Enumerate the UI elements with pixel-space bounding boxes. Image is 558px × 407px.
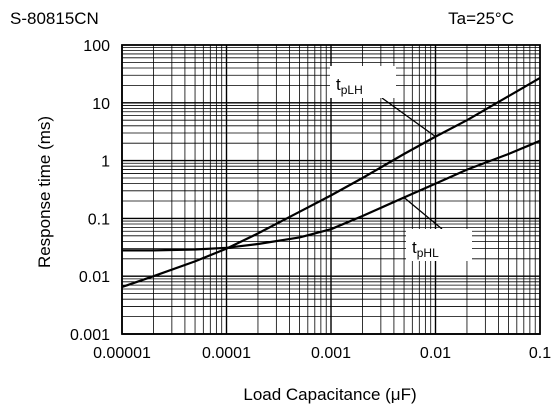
y-tick-label: 0.001	[70, 327, 110, 344]
data-series	[121, 76, 541, 289]
y-axis-tick-labels: 0.001 0.01 0.1 1 10 100	[70, 38, 110, 344]
series-label-tpLH: tpLH	[336, 75, 363, 97]
x-tick-label: 0.00001	[93, 345, 151, 362]
x-tick-label: 0.0001	[202, 345, 251, 362]
series-label-background-tpHL	[406, 229, 472, 261]
series-label-background-tpLH	[330, 66, 396, 98]
x-tick-label: 0.01	[420, 345, 451, 362]
y-tick-label: 0.01	[79, 269, 110, 286]
temperature-condition: Ta=25°C	[448, 9, 514, 28]
x-tick-label: 0.1	[529, 345, 551, 362]
leader-line-tpHL	[403, 196, 443, 230]
series-label-main: t	[336, 75, 341, 94]
y-tick-label: 1	[101, 154, 110, 171]
x-axis-title: Load Capacitance (μF)	[243, 385, 416, 404]
x-axis-tick-labels: 0.00001 0.0001 0.001 0.01 0.1	[93, 345, 551, 362]
part-number-label: S-80815CN	[10, 9, 99, 28]
y-tick-label: 0.1	[88, 211, 110, 228]
series-line-tpHL	[122, 139, 541, 252]
series-line-tpLH	[121, 76, 541, 289]
x-tick-label: 0.001	[311, 345, 351, 362]
y-axis-title: Response time (ms)	[35, 116, 54, 268]
y-tick-label: 10	[92, 96, 110, 113]
series-label-tpHL: tpHL	[412, 238, 439, 260]
leader-line-tpLH	[381, 97, 436, 138]
series-label-subscript: pHL	[417, 246, 439, 260]
series-label-main: t	[412, 238, 417, 257]
y-tick-label: 100	[83, 38, 110, 55]
plot-frame	[121, 44, 541, 335]
series-label-subscript: pLH	[341, 83, 363, 97]
